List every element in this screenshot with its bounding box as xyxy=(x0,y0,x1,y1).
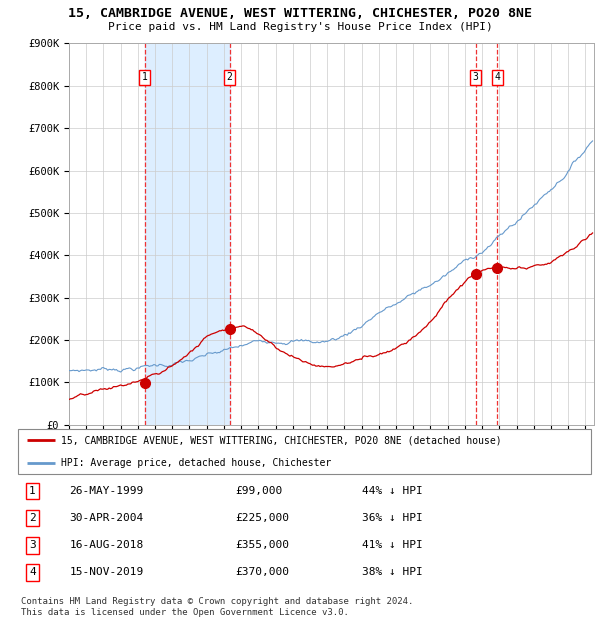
Text: Price paid vs. HM Land Registry's House Price Index (HPI): Price paid vs. HM Land Registry's House … xyxy=(107,22,493,32)
Text: 44% ↓ HPI: 44% ↓ HPI xyxy=(362,486,422,496)
Text: 15-NOV-2019: 15-NOV-2019 xyxy=(70,567,144,577)
Text: 16-AUG-2018: 16-AUG-2018 xyxy=(70,540,144,550)
Bar xyxy=(145,43,230,425)
Text: £99,000: £99,000 xyxy=(236,486,283,496)
FancyBboxPatch shape xyxy=(18,429,591,474)
Text: 4: 4 xyxy=(29,567,36,577)
Text: 1: 1 xyxy=(29,486,36,496)
Text: 15, CAMBRIDGE AVENUE, WEST WITTERING, CHICHESTER, PO20 8NE (detached house): 15, CAMBRIDGE AVENUE, WEST WITTERING, CH… xyxy=(61,435,502,445)
Text: HPI: Average price, detached house, Chichester: HPI: Average price, detached house, Chic… xyxy=(61,458,331,468)
Text: 15, CAMBRIDGE AVENUE, WEST WITTERING, CHICHESTER, PO20 8NE: 15, CAMBRIDGE AVENUE, WEST WITTERING, CH… xyxy=(68,7,532,20)
Text: £355,000: £355,000 xyxy=(236,540,290,550)
Text: 26-MAY-1999: 26-MAY-1999 xyxy=(70,486,144,496)
Text: £225,000: £225,000 xyxy=(236,513,290,523)
Text: Contains HM Land Registry data © Crown copyright and database right 2024.
This d: Contains HM Land Registry data © Crown c… xyxy=(21,598,413,617)
Text: 41% ↓ HPI: 41% ↓ HPI xyxy=(362,540,422,550)
Text: 3: 3 xyxy=(29,540,36,550)
Text: 3: 3 xyxy=(473,73,479,82)
Text: 1: 1 xyxy=(142,73,148,82)
Text: 2: 2 xyxy=(29,513,36,523)
Text: 38% ↓ HPI: 38% ↓ HPI xyxy=(362,567,422,577)
Text: 2: 2 xyxy=(227,73,233,82)
Text: 36% ↓ HPI: 36% ↓ HPI xyxy=(362,513,422,523)
Text: 4: 4 xyxy=(494,73,500,82)
Text: £370,000: £370,000 xyxy=(236,567,290,577)
Text: 30-APR-2004: 30-APR-2004 xyxy=(70,513,144,523)
